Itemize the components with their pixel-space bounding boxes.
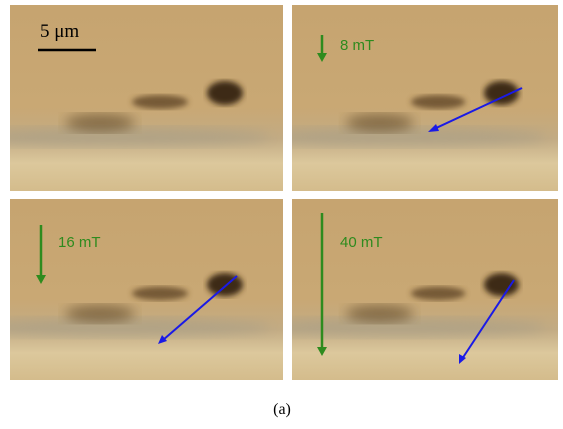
field-label: 8 mT (340, 37, 374, 54)
scale-bar-label: 5 μm (40, 21, 79, 42)
caption: (a) (273, 401, 291, 418)
panel-image (253, 5, 558, 191)
panel-image (0, 199, 283, 380)
field-label: 40 mT (340, 234, 383, 251)
figure: 5 μm 8 mT 16 mT 40 mT (a) (0, 0, 563, 429)
field-label: 16 mT (58, 234, 101, 251)
panel-image (253, 199, 558, 380)
